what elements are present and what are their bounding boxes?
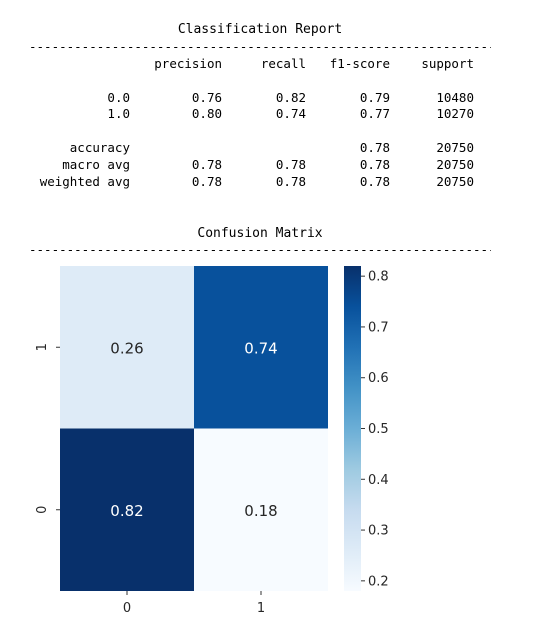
heatmap-cell: [194, 266, 328, 429]
heatmap-cell: [194, 428, 328, 591]
heatmap-cell: [60, 266, 194, 429]
row-support: 20750: [436, 157, 474, 172]
x-tick-label: 0: [123, 601, 131, 616]
header-support: support: [421, 56, 474, 71]
row-recall: 0.82: [275, 90, 306, 105]
colorbar-tick-label: 0.7: [368, 320, 389, 335]
row-recall: 0.78: [275, 174, 306, 189]
row-support: 20750: [436, 140, 474, 155]
row-support: 10480: [436, 90, 474, 105]
x-tick-label: 1: [257, 601, 265, 616]
row-precision: 0.76: [191, 90, 222, 105]
row-precision: 0.78: [191, 157, 222, 172]
row-label: weighted avg: [39, 174, 130, 189]
row-f1: 0.78: [359, 140, 390, 155]
row-label: 1.0: [107, 106, 130, 121]
heatmap-cell-label: 0.26: [110, 339, 143, 357]
row-support: 10270: [436, 106, 474, 121]
header-precision: precision: [154, 56, 222, 71]
y-axis-ticks: 10: [35, 343, 60, 514]
row-label: macro avg: [62, 157, 130, 172]
row-label: accuracy: [69, 140, 130, 155]
colorbar-tick-label: 0.8: [368, 270, 389, 285]
colorbar-tick-label: 0.5: [368, 422, 389, 437]
report-title: Classification Report: [177, 22, 343, 37]
matrix-top-rule: ----------------------------------------…: [29, 243, 491, 257]
heatmap-cell-label: 0.74: [244, 339, 277, 357]
heatmap-cells: [60, 266, 328, 591]
row-f1: 0.79: [359, 90, 390, 105]
colorbar-tick-label: 0.6: [368, 371, 389, 386]
y-tick-label: 0: [35, 506, 50, 514]
colorbar-ticks: 0.2 0.3 0.4 0.5 0.6 0.7 0.8: [361, 270, 389, 589]
row-f1: 0.77: [359, 106, 390, 121]
row-precision: 0.78: [191, 174, 222, 189]
colorbar-tick-label: 0.4: [368, 473, 389, 488]
row-label: 0.0: [107, 90, 130, 105]
colorbar-tick-label: 0.2: [368, 574, 389, 589]
row-support: 20750: [436, 174, 474, 189]
y-tick-label: 1: [35, 343, 50, 351]
header-recall: recall: [260, 56, 306, 71]
colorbar-tick-label: 0.3: [368, 524, 389, 539]
colorbar: [344, 266, 361, 591]
heatmap-cell-label: 0.18: [244, 502, 277, 520]
row-precision: 0.80: [191, 106, 222, 121]
header-f1-score: f1-score: [329, 56, 390, 71]
row-recall: 0.78: [275, 157, 306, 172]
heatmap-cell: [60, 428, 194, 591]
matrix-title: Confusion Matrix: [197, 226, 323, 241]
report-top-rule: ----------------------------------------…: [29, 40, 491, 54]
heatmap-cell-label: 0.82: [110, 502, 143, 520]
row-f1: 0.78: [359, 157, 390, 172]
heatmap-cell-labels: 0.26 0.74 0.82 0.18: [110, 339, 277, 520]
row-f1: 0.78: [359, 174, 390, 189]
row-recall: 0.74: [275, 106, 306, 121]
